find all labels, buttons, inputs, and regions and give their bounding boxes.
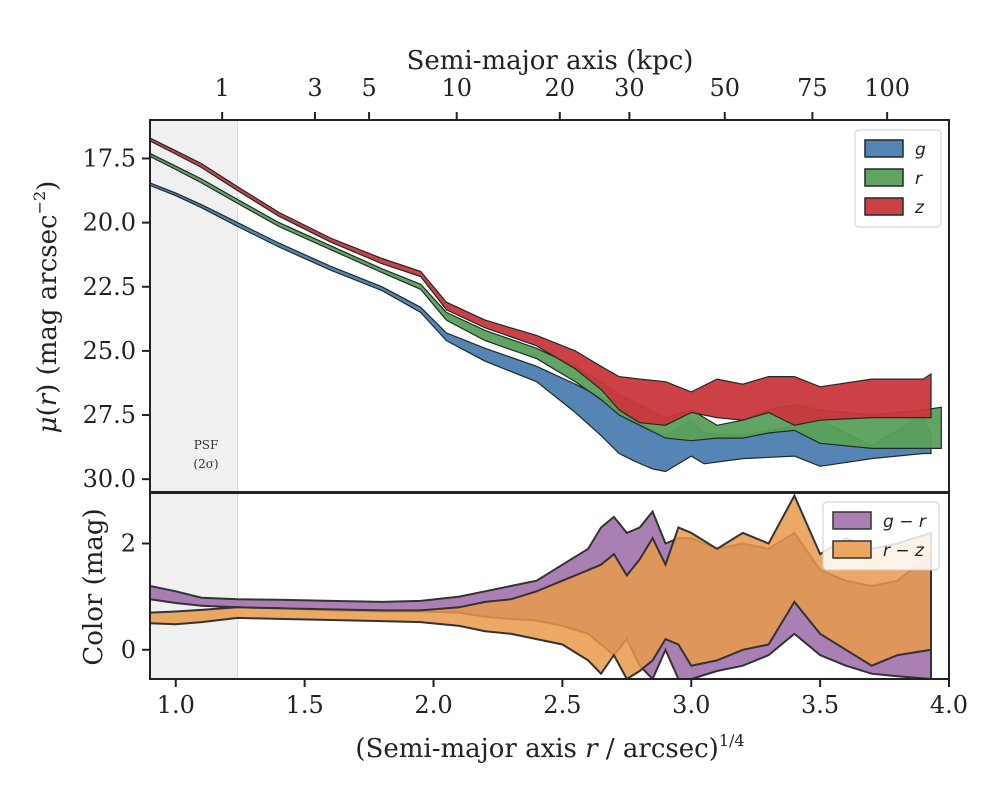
top-y-tick-label: 17.5 xyxy=(83,144,136,172)
x-tick-label: 3.5 xyxy=(801,691,839,719)
legend-entry: r − z xyxy=(883,541,925,561)
top-y-tick-label: 30.0 xyxy=(83,465,136,493)
x-tick-label: 1.0 xyxy=(157,691,195,719)
top-axis-tick-label: 3 xyxy=(307,74,322,102)
legend-entry: z xyxy=(914,198,925,218)
legend-swatch xyxy=(832,540,872,559)
top-axis-tick-label: 20 xyxy=(545,74,576,102)
top-axis-label: Semi-major axis (kpc) xyxy=(407,46,694,76)
x-axis-label: (Semi-major axis r / arcsec)1/4 xyxy=(355,731,744,764)
top-axis-tick-label: 5 xyxy=(361,74,376,102)
legend-swatch xyxy=(864,197,904,216)
top-y-axis-label: μ(r) (mag arcsec−2) xyxy=(30,181,63,434)
legend-swatch xyxy=(864,139,904,158)
psf-label: PSF xyxy=(194,438,219,452)
top-axis-tick-label: 1 xyxy=(215,74,230,102)
x-tick-label: 3.0 xyxy=(672,691,710,719)
top-axis-tick-label: 50 xyxy=(709,74,740,102)
top-y-tick-label: 25.0 xyxy=(83,337,136,365)
color-profile-bands xyxy=(150,493,932,679)
band-z xyxy=(150,137,932,426)
top-y-tick-label: 27.5 xyxy=(83,401,136,429)
psf-shaded-region-bottom xyxy=(149,492,239,680)
x-tick-label: 2.0 xyxy=(414,691,452,719)
axis-ticks: 1.0 1.5 2.0 2.5 3.0 3.5 4.01 3 5 10 20 30 50 75 10017.… xyxy=(83,74,969,719)
band-r xyxy=(150,152,942,449)
legend-entry: g − r xyxy=(883,512,927,532)
legend-swatch xyxy=(832,511,872,530)
legend-entry: g xyxy=(915,140,926,160)
x-tick-label: 4.0 xyxy=(930,691,968,719)
x-tick-label: 1.5 xyxy=(286,691,324,719)
top-axis-tick-label: 75 xyxy=(797,74,828,102)
bottom-y-tick-label: 0 xyxy=(121,636,136,664)
bottom-y-axis-label: Color (mag) xyxy=(79,508,109,665)
psf-sigma-label: (2σ) xyxy=(193,457,218,471)
legend-entry: r xyxy=(915,169,923,189)
bottom-panel-frame xyxy=(149,492,950,680)
top-axis-tick-label: 30 xyxy=(614,74,645,102)
top-y-tick-label: 22.5 xyxy=(83,273,136,301)
x-tick-label: 2.5 xyxy=(543,691,581,719)
bottom-y-tick-label: 2 xyxy=(121,529,136,557)
top-y-tick-label: 20.0 xyxy=(83,209,136,237)
band-rz xyxy=(150,493,932,679)
top-axis-tick-label: 10 xyxy=(441,74,472,102)
legend-colors: g − r r − z xyxy=(822,501,940,571)
legend-swatch xyxy=(864,168,904,187)
surface-brightness-bands xyxy=(150,137,942,473)
top-axis-tick-label: 100 xyxy=(864,74,910,102)
legend-bands: grz xyxy=(854,129,942,228)
psf-shaded-region-top xyxy=(149,119,239,493)
